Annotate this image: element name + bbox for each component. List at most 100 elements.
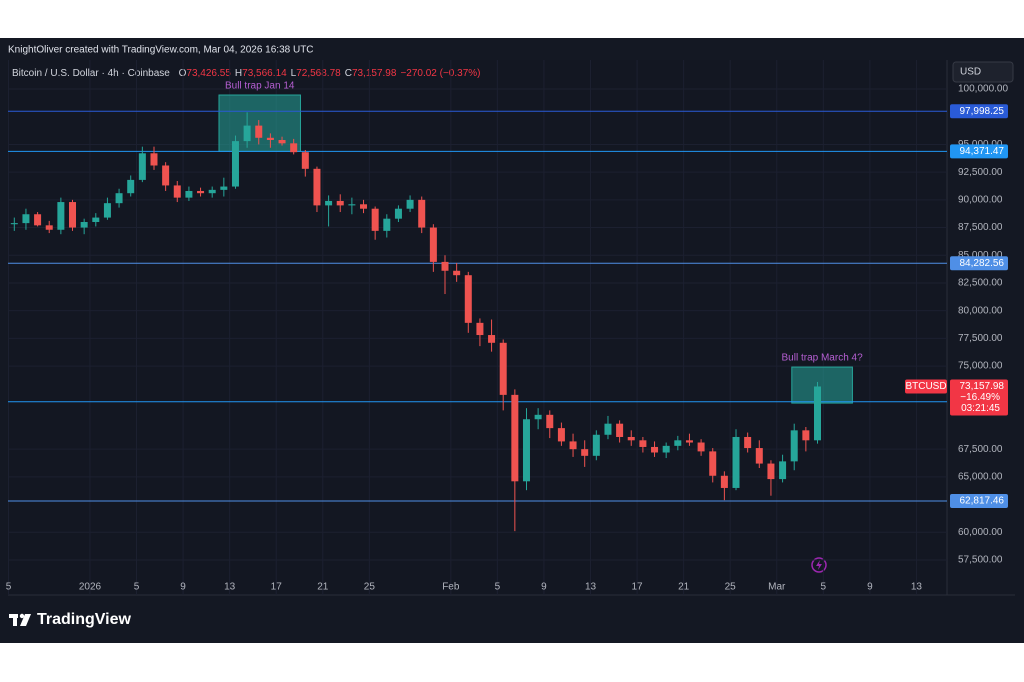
- candle-body: [522, 419, 530, 482]
- symbol-line: Bitcoin / U.S. Dollar · 4h · Coinbase O7…: [12, 68, 481, 79]
- y-tick-label: 60,000.00: [958, 527, 1003, 538]
- x-tick-label: 13: [585, 582, 597, 593]
- ohlc-key: H: [235, 68, 242, 79]
- y-tick-label: 90,000.00: [958, 194, 1003, 205]
- x-tick-label: 25: [364, 582, 376, 593]
- candle-body: [92, 217, 100, 223]
- candle-body: [348, 204, 356, 206]
- x-tick-label: 21: [678, 582, 690, 593]
- watermark-icon: [811, 557, 827, 573]
- x-tick-label: 2026: [79, 582, 102, 593]
- candle-body: [10, 223, 18, 225]
- x-tick-label: 5: [495, 582, 501, 593]
- ohlc-value: 72,568.78: [296, 68, 341, 79]
- candle-body: [569, 441, 577, 450]
- candle-body: [371, 208, 379, 231]
- x-tick-label: 9: [180, 582, 186, 593]
- candle-body: [150, 153, 158, 166]
- candle-body: [138, 153, 146, 180]
- x-tick-label: 5: [821, 582, 827, 593]
- ohlc-value: 73,426.55: [186, 68, 231, 79]
- x-tick-label: 13: [911, 582, 923, 593]
- countdown-label: 03:21:45: [961, 403, 1000, 414]
- y-tick-label: 77,500.00: [958, 333, 1003, 344]
- candle-body: [406, 199, 414, 209]
- candle-body: [674, 440, 682, 446]
- candle-body: [208, 189, 216, 194]
- level-tag: [950, 144, 1008, 159]
- level-tag: [950, 256, 1008, 271]
- x-tick-label: 17: [632, 582, 644, 593]
- candle-body: [336, 200, 344, 206]
- x-tick-label: 9: [541, 582, 547, 593]
- candle-body: [220, 186, 228, 190]
- y-tick-label: 75,000.00: [958, 361, 1003, 372]
- candle-body: [697, 442, 705, 452]
- x-tick-label: 17: [271, 582, 283, 593]
- candle-body: [546, 414, 554, 429]
- y-tick-label: 67,500.00: [958, 444, 1003, 455]
- x-tick-label: 5: [6, 582, 12, 593]
- candle-body: [453, 270, 461, 276]
- candle-body: [767, 463, 775, 480]
- y-tick-label: 82,500.00: [958, 278, 1003, 289]
- candle-body: [255, 125, 263, 138]
- candle-body: [592, 434, 600, 456]
- candle-body: [185, 190, 193, 198]
- x-tick-label: 13: [224, 582, 236, 593]
- candle-body: [639, 440, 647, 447]
- brand: TradingView: [37, 611, 132, 628]
- level-label: 94,371.47: [960, 146, 1005, 157]
- candle-body: [22, 214, 30, 224]
- y-tick-label: 80,000.00: [958, 305, 1003, 316]
- candle-body: [732, 436, 740, 488]
- last-price-tag: [950, 379, 1008, 416]
- x-tick-label: 25: [725, 582, 737, 593]
- candle-body: [301, 152, 309, 169]
- candle-body: [709, 451, 717, 476]
- candle-body: [662, 445, 670, 453]
- candle-body: [651, 446, 659, 453]
- annotation-label: Bull trap March 4?: [782, 353, 864, 364]
- candle-body: [581, 449, 589, 456]
- candle-body: [80, 222, 88, 228]
- x-tick-label: 21: [317, 582, 329, 593]
- candle-body: [511, 394, 519, 482]
- currency[interactable]: USD: [960, 67, 981, 78]
- logo: [9, 613, 31, 626]
- level-label: 84,282.56: [960, 258, 1005, 269]
- annotation-box: [218, 94, 301, 152]
- level-tag: [950, 104, 1008, 119]
- y-tick-label: 57,500.00: [958, 555, 1003, 566]
- candle-body: [418, 199, 426, 228]
- level-label: 62,817.46: [960, 496, 1005, 507]
- candle-body: [534, 414, 542, 420]
- ohlc-key: C: [345, 68, 352, 79]
- candle-body: [429, 227, 437, 262]
- candle-body: [755, 448, 763, 464]
- candle-body: [34, 214, 42, 226]
- currency-button[interactable]: [952, 61, 1014, 83]
- ohlc-change: −270.02 (−0.37%): [400, 68, 480, 79]
- x-tick-label: Mar: [768, 582, 786, 593]
- candle-body: [464, 275, 472, 323]
- level-label: 97,998.25: [960, 106, 1005, 117]
- candle-body: [231, 141, 239, 187]
- candle-body: [103, 203, 111, 218]
- candle-body: [616, 423, 624, 437]
- annotation-box: [791, 366, 853, 404]
- x-tick-label: 5: [134, 582, 140, 593]
- symbol: Bitcoin / U.S. Dollar · 4h · Coinbase: [12, 68, 170, 79]
- level-tag: [950, 494, 1008, 509]
- candle-body: [441, 261, 449, 271]
- candle-body: [383, 218, 391, 231]
- candle-body: [313, 168, 321, 206]
- ohlc-key: L: [291, 68, 297, 79]
- last-price-label: 73,157.98: [960, 381, 1005, 392]
- candle-body: [685, 440, 693, 443]
- candle-body: [325, 200, 333, 206]
- symbol-tag: [905, 379, 947, 394]
- annotation-label: Bull trap Jan 14: [225, 81, 295, 92]
- candle-body: [290, 143, 298, 153]
- candle-body: [69, 202, 77, 228]
